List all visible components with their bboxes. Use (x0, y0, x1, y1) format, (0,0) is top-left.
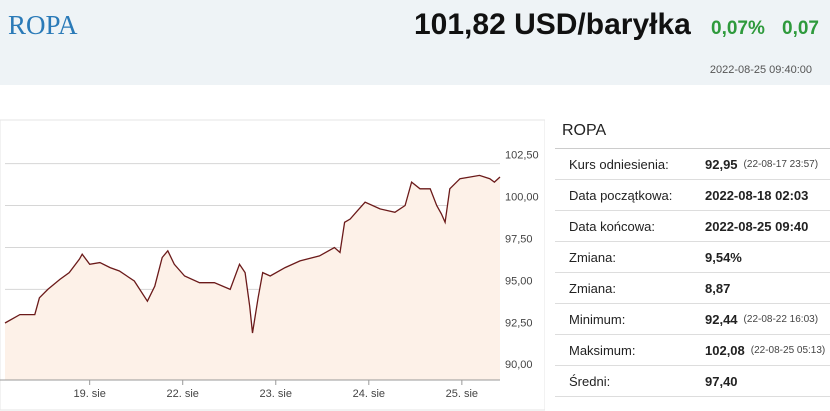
row-note: (22-08-22 16:03) (743, 313, 819, 325)
x-tick-label: 22. sie (167, 388, 199, 400)
row-value: 97,40 (705, 373, 738, 389)
table-row: Średni: 97,40 (555, 366, 830, 397)
table-row: Maksimum: 102,08 (22-08-25 05:13) (555, 335, 830, 366)
y-tick-label: 95,00 (505, 275, 533, 287)
row-value: 92,44 (705, 311, 738, 327)
row-label: Kurs odniesienia: (569, 156, 669, 172)
x-tick-label: 25. sie (446, 388, 478, 400)
change: 0,07 (782, 18, 819, 39)
table-row: Zmiana: 8,87 (555, 273, 830, 304)
row-label: Zmiana: (569, 249, 616, 265)
title: ROPA (8, 10, 78, 40)
table-row: Kurs odniesienia: 92,95 (22-08-17 23:57) (555, 149, 830, 180)
price-line (4, 174, 501, 334)
y-tick-label: 90,00 (505, 359, 533, 371)
row-value: 9,54% (705, 249, 742, 265)
row-label: Maksimum: (569, 342, 636, 358)
y-tick-label: 100,00 (505, 191, 539, 203)
change-pct: 0,07% (711, 18, 765, 39)
row-note: (22-08-25 05:13) (750, 344, 826, 356)
header: ROPA 101,82 USD/baryłka 0,07% 0,07 2022-… (0, 0, 830, 85)
x-tick-label: 23. sie (260, 388, 292, 400)
row-label: Data początkowa: (569, 187, 673, 203)
area (5, 175, 500, 380)
row-value: 102,08 (705, 342, 745, 358)
x-tick-label: 19. sie (73, 388, 105, 400)
y-tick-label: 102,50 (505, 150, 539, 162)
y-tick-label: 92,50 (505, 317, 533, 329)
x-tick-label: 24. sie (353, 388, 385, 400)
row-value: 2022-08-18 02:03 (705, 187, 809, 203)
row-value: 92,95 (705, 156, 738, 172)
row-label: Data końcowa: (569, 218, 655, 234)
row-label: Zmiana: (569, 280, 616, 296)
table-row: Zmiana: 9,54% (555, 242, 830, 273)
table-row: Data początkowa: 2022-08-18 02:03 (555, 180, 830, 211)
row-value: 8,87 (705, 280, 731, 296)
table-row: Data końcowa: 2022-08-25 09:40 (555, 211, 830, 242)
table-title: ROPA (555, 118, 830, 149)
y-tick-label: 97,50 (505, 233, 533, 245)
timestamp: 2022-08-25 09:40:00 (709, 64, 812, 76)
row-label: Średni: (569, 373, 611, 389)
chart: 90,00 92,50 95,00 97,50 100,00 102,50 19. sie 2… (0, 119, 545, 411)
row-value: 2022-08-25 09:40 (705, 218, 809, 234)
price: 101,82 USD/baryłka (414, 8, 691, 41)
chart-frame (0, 119, 545, 411)
table-row: Minimum: 92,44 (22-08-22 16:03) (555, 304, 830, 335)
row-label: Minimum: (569, 311, 626, 327)
row-note: (22-08-17 23:57) (743, 158, 819, 170)
stats-table: ROPA Kurs odniesienia: 92,95 (22-08-17 23:… (555, 118, 830, 397)
